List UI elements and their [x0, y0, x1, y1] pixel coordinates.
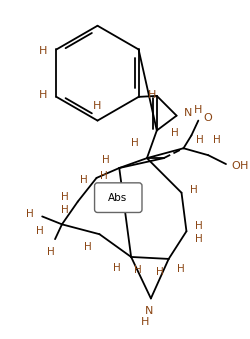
- Text: H: H: [131, 138, 139, 148]
- Text: H: H: [61, 192, 69, 202]
- FancyBboxPatch shape: [94, 183, 142, 213]
- Text: H: H: [195, 221, 203, 231]
- Text: H: H: [171, 128, 178, 138]
- Text: O: O: [231, 161, 240, 171]
- Text: Abs: Abs: [108, 193, 127, 203]
- Text: H: H: [134, 265, 142, 275]
- Text: H: H: [100, 171, 108, 181]
- Text: O: O: [203, 113, 212, 123]
- Text: H: H: [61, 204, 69, 215]
- Text: H: H: [176, 264, 184, 274]
- Text: H: H: [47, 247, 55, 257]
- Text: H: H: [36, 226, 44, 236]
- Text: H: H: [141, 317, 149, 327]
- Text: N: N: [145, 306, 153, 316]
- Text: H: H: [195, 234, 203, 244]
- Text: H: H: [196, 135, 203, 145]
- Text: N: N: [184, 108, 192, 118]
- Text: H: H: [80, 175, 88, 185]
- Text: H: H: [194, 105, 203, 115]
- Text: H: H: [240, 161, 248, 171]
- Text: H: H: [148, 90, 156, 100]
- Text: H: H: [26, 210, 33, 219]
- Text: H: H: [190, 185, 198, 195]
- Text: H: H: [213, 135, 221, 145]
- Text: H: H: [93, 101, 102, 111]
- Text: H: H: [39, 46, 48, 56]
- Text: H: H: [39, 90, 48, 100]
- Text: H: H: [102, 155, 110, 165]
- Text: H: H: [84, 242, 92, 252]
- Text: H: H: [114, 263, 121, 273]
- Text: H: H: [156, 267, 164, 277]
